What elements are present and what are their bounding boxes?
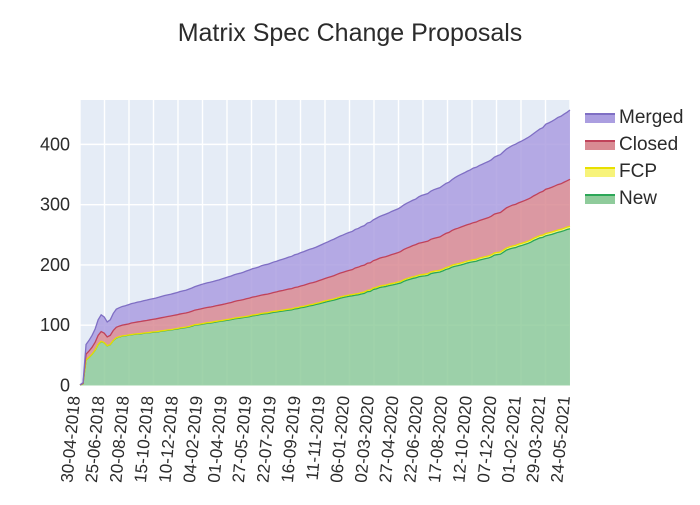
- svg-text:11-11-2019: 11-11-2019: [303, 395, 329, 481]
- svg-text:22-06-2020: 22-06-2020: [400, 395, 427, 483]
- svg-text:16-09-2019: 16-09-2019: [278, 395, 305, 483]
- svg-text:17-08-2020: 17-08-2020: [425, 395, 452, 483]
- svg-text:300: 300: [40, 195, 70, 215]
- svg-text:30-04-2018: 30-04-2018: [57, 395, 84, 483]
- svg-text:07-12-2020: 07-12-2020: [474, 395, 501, 483]
- svg-text:15-10-2018: 15-10-2018: [131, 395, 158, 483]
- svg-text:20-08-2018: 20-08-2018: [106, 395, 133, 483]
- svg-text:29-03-2021: 29-03-2021: [523, 395, 550, 483]
- svg-text:12-10-2020: 12-10-2020: [449, 395, 476, 483]
- svg-text:100: 100: [40, 315, 70, 335]
- svg-text:0: 0: [60, 376, 70, 396]
- svg-text:25-06-2018: 25-06-2018: [82, 395, 109, 483]
- svg-text:01-02-2021: 01-02-2021: [498, 395, 525, 483]
- svg-text:10-12-2018: 10-12-2018: [155, 395, 182, 483]
- svg-text:24-05-2021: 24-05-2021: [547, 395, 574, 483]
- svg-text:27-05-2019: 27-05-2019: [229, 395, 256, 483]
- svg-text:06-01-2020: 06-01-2020: [327, 395, 354, 483]
- svg-text:200: 200: [40, 255, 70, 275]
- svg-text:22-07-2019: 22-07-2019: [253, 395, 280, 483]
- svg-text:02-03-2020: 02-03-2020: [351, 395, 378, 483]
- svg-text:04-02-2019: 04-02-2019: [180, 395, 207, 483]
- svg-text:400: 400: [40, 134, 70, 154]
- svg-text:27-04-2020: 27-04-2020: [376, 395, 403, 483]
- svg-text:01-04-2019: 01-04-2019: [204, 395, 231, 483]
